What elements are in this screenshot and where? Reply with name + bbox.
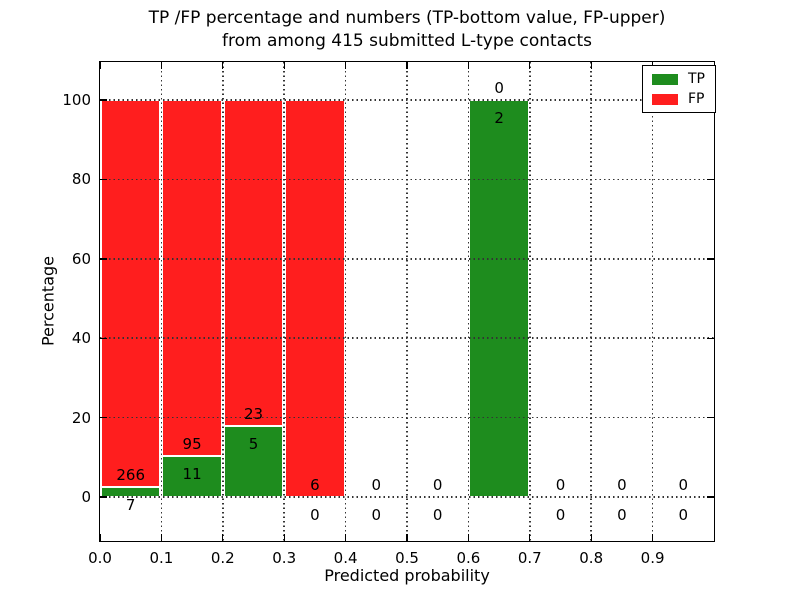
bar-segment-fp	[162, 100, 222, 456]
x-tick-top	[406, 62, 408, 69]
x-tick-top	[99, 62, 101, 69]
legend-swatch-tp	[652, 73, 678, 85]
x-tick-bottom	[529, 534, 531, 541]
fp-count-label: 95	[182, 434, 202, 453]
y-tick-left	[100, 99, 107, 101]
x-tick-bottom	[651, 534, 654, 541]
gridline-vertical	[160, 62, 163, 541]
legend-swatch-fp	[652, 93, 678, 105]
tp-count-label: 0	[371, 505, 382, 524]
gridline-vertical	[651, 62, 654, 541]
x-tick-label: 0.1	[149, 549, 174, 567]
legend-item-fp: FP	[652, 92, 705, 106]
gridline-vertical	[344, 62, 347, 541]
tp-count-label: 5	[248, 434, 259, 453]
fp-count-label: 0	[555, 476, 566, 495]
x-tick-label: 0.4	[333, 549, 358, 567]
gridline-vertical	[529, 62, 531, 541]
legend-label: FP	[688, 91, 705, 107]
x-tick-label: 0.7	[517, 549, 542, 567]
x-tick-label: 0.9	[640, 549, 665, 567]
y-tick-right	[707, 416, 714, 419]
bar-segment-tp	[469, 100, 529, 497]
bar-segment-fp	[223, 100, 284, 427]
y-tick-label: 80	[71, 170, 91, 189]
y-tick-right	[707, 258, 714, 260]
gridline-vertical	[467, 62, 470, 541]
y-tick-left	[100, 337, 107, 339]
x-tick-bottom	[99, 534, 101, 541]
y-tick-left	[100, 496, 107, 498]
x-tick-top	[222, 62, 224, 69]
x-tick-label: 0.3	[272, 549, 297, 567]
x-tick-top	[590, 62, 592, 69]
y-tick-label: 20	[71, 408, 91, 427]
x-axis-label: Predicted probability	[324, 566, 490, 585]
fp-count-label: 0	[432, 476, 443, 495]
y-tick-right	[707, 178, 714, 181]
fp-count-label: 0	[678, 476, 689, 495]
gridline-vertical	[590, 62, 592, 541]
x-tick-top	[283, 62, 285, 69]
x-tick-bottom	[344, 534, 347, 541]
tp-count-label: 11	[182, 464, 202, 483]
y-tick-left	[100, 178, 107, 181]
y-tick-label: 100	[62, 91, 91, 110]
bar-segment-fp	[285, 100, 345, 497]
y-tick-label: 60	[71, 249, 91, 268]
tp-count-label: 0	[617, 505, 627, 524]
y-tick-left	[100, 416, 107, 419]
gridline-vertical	[222, 62, 224, 541]
fp-count-label: 23	[243, 405, 264, 424]
y-tick-right	[707, 496, 714, 498]
tp-count-label: 2	[494, 108, 504, 127]
gridline-vertical	[283, 62, 285, 541]
x-tick-label: 0.0	[88, 549, 112, 567]
x-tick-top	[344, 62, 347, 69]
plot-area: TP FP 266 7 95 11 23 5 6 0 0 0 0 0 0 2 0 0 0 0 0 0 0 20 40 60 80 1…	[62, 61, 716, 567]
y-tick-label: 40	[71, 329, 91, 348]
tp-count-label: 0	[555, 505, 566, 524]
x-tick-bottom	[283, 534, 285, 541]
tp-count-label: 0	[678, 505, 689, 524]
chart-title: TP /FP percentage and numbers (TP-bottom…	[100, 7, 714, 53]
fp-count-label: 6	[310, 476, 320, 495]
y-tick-label: 0	[81, 487, 91, 506]
x-tick-bottom	[467, 534, 470, 541]
x-tick-label: 0.8	[579, 549, 604, 567]
x-tick-label: 0.5	[395, 549, 419, 567]
legend-item-tp: TP	[652, 72, 705, 86]
tp-count-label: 7	[125, 495, 136, 514]
bar-segment-fp	[101, 100, 161, 487]
gridline-vertical	[406, 62, 408, 541]
y-tick-left	[100, 258, 107, 260]
tp-count-label: 0	[310, 505, 320, 524]
y-tick-right	[707, 337, 714, 339]
fp-count-label: 266	[116, 465, 146, 484]
x-tick-label: 0.6	[456, 549, 481, 567]
legend-label: TP	[688, 71, 705, 87]
bar-segment-tp	[162, 455, 222, 497]
tp-count-label: 0	[432, 505, 443, 524]
chart-title-line1: TP /FP percentage and numbers (TP-bottom…	[148, 8, 666, 28]
x-tick-bottom	[590, 534, 592, 541]
chart-title-line2: from among 415 submitted L-type contacts	[221, 31, 592, 51]
fp-count-label: 0	[494, 79, 504, 98]
x-tick-top	[467, 62, 470, 69]
x-tick-bottom	[406, 534, 408, 541]
legend: TP FP	[642, 65, 716, 113]
x-tick-bottom	[222, 534, 224, 541]
x-tick-bottom	[160, 534, 163, 541]
x-tick-top	[160, 62, 163, 69]
x-tick-label: 0.2	[210, 549, 235, 567]
fp-count-label: 0	[617, 476, 627, 495]
x-tick-top	[529, 62, 531, 69]
fp-count-label: 0	[371, 476, 382, 495]
